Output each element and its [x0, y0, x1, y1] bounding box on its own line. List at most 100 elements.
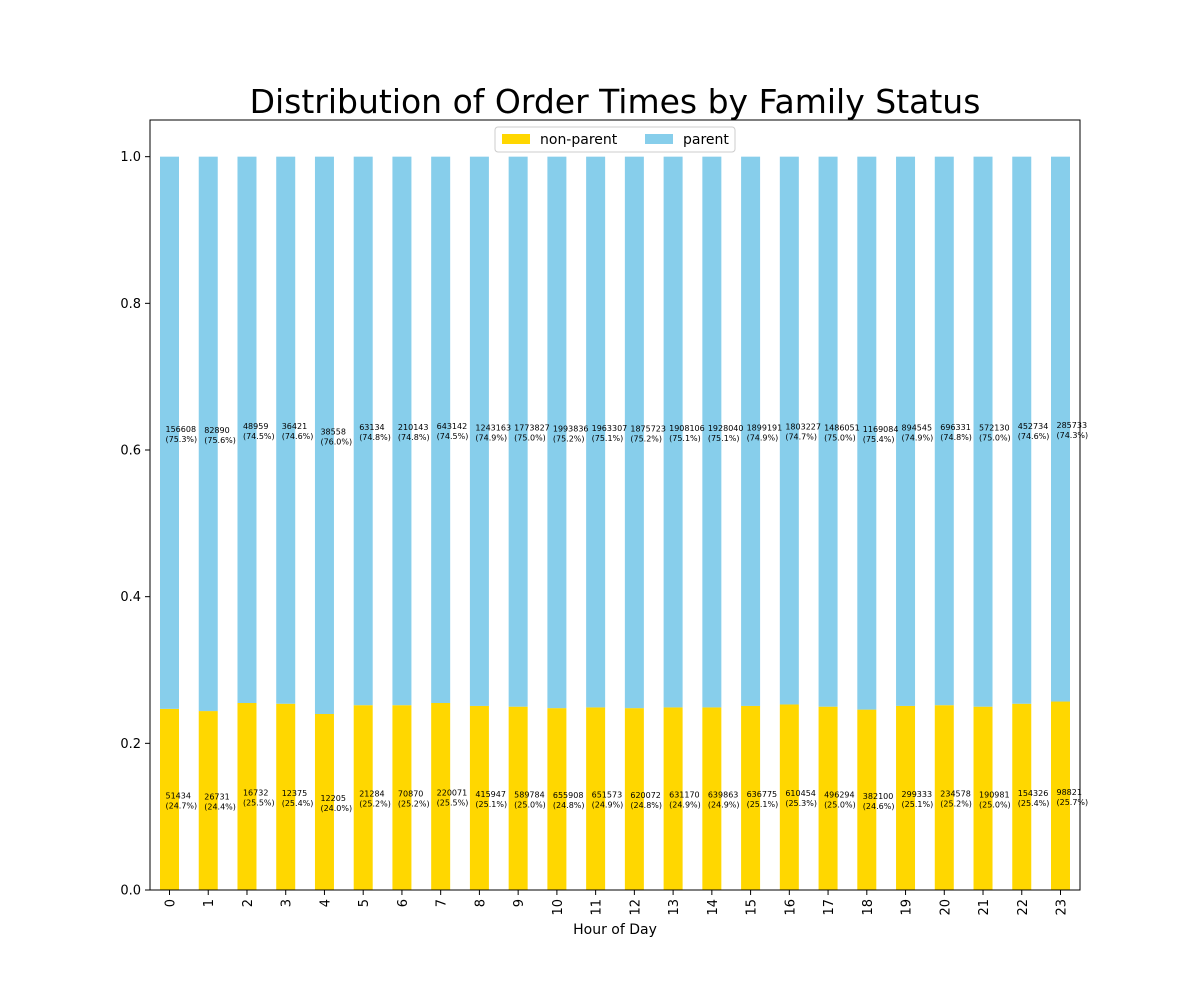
- data-label-parent-hour-7: 643142 (74.5%): [437, 422, 469, 441]
- data-label-parent-hour-17: 1486051 (75.0%): [824, 424, 860, 443]
- bar-parent-hour-10: [547, 156, 567, 709]
- bar-parent-hour-15: [741, 156, 761, 706]
- data-label-non-parent-hour-3: 12375 (25.4%): [282, 789, 314, 808]
- data-label-parent-hour-19: 894545 (74.9%): [902, 423, 934, 442]
- data-label-parent-hour-2: 48959 (74.5%): [243, 422, 275, 441]
- y-tick-label: 0.2: [120, 737, 141, 752]
- data-label-parent-hour-10: 1993836 (75.2%): [553, 424, 589, 443]
- data-label-parent-hour-11: 1963307 (75.1%): [592, 424, 628, 443]
- x-tick-label: 18: [861, 899, 876, 916]
- bars-layer: [160, 156, 1070, 890]
- bar-non-parent-hour-15: [741, 705, 761, 890]
- legend-label-non-parent: non-parent: [540, 132, 618, 148]
- bar-non-parent-hour-19: [896, 705, 916, 890]
- bar-non-parent-hour-1: [198, 711, 218, 890]
- x-axis: 0 1 2 3 4 5 6 7 8 9 10 11 12 13 14 15 16 17 18 19 20 21 22 23: [164, 890, 1070, 916]
- bar-non-parent-hour-23: [1051, 701, 1070, 890]
- data-label-parent-hour-0: 156608 (75.3%): [166, 425, 198, 444]
- data-label-non-parent-hour-18: 382100 (24.6%): [863, 792, 895, 811]
- bar-non-parent-hour-0: [160, 708, 179, 890]
- bar-parent-hour-12: [624, 156, 644, 709]
- data-label-non-parent-hour-0: 51434 (24.7%): [166, 791, 198, 810]
- bar-parent-hour-20: [934, 156, 954, 706]
- x-tick-label: 0: [164, 899, 179, 907]
- bar-non-parent-hour-18: [857, 709, 877, 890]
- data-label-non-parent-hour-6: 70870 (25.2%): [398, 790, 430, 809]
- data-label-non-parent-hour-9: 589784 (25.0%): [514, 790, 546, 809]
- data-label-non-parent-hour-17: 496294 (25.0%): [824, 790, 856, 809]
- x-tick-label: 15: [745, 899, 760, 916]
- data-label-parent-hour-3: 36421 (74.6%): [282, 422, 314, 441]
- chart-title: Distribution of Order Times by Family St…: [250, 82, 981, 121]
- data-label-non-parent-hour-8: 415947 (25.1%): [475, 790, 507, 809]
- data-label-parent-hour-13: 1908106 (75.1%): [669, 424, 705, 443]
- x-tick-label: 1: [202, 899, 217, 907]
- x-tick-label: 12: [628, 899, 643, 916]
- bar-non-parent-hour-3: [276, 703, 296, 890]
- bar-parent-hour-11: [586, 156, 606, 708]
- data-label-parent-hour-16: 1803227 (74.7%): [785, 423, 821, 442]
- data-label-non-parent-hour-11: 651573 (24.9%): [592, 791, 624, 810]
- data-label-non-parent-hour-5: 21284 (25.2%): [359, 790, 391, 809]
- data-label-parent-hour-21: 572130 (75.0%): [979, 424, 1011, 443]
- bar-non-parent-hour-4: [314, 714, 334, 890]
- legend-swatch-parent: [645, 134, 673, 144]
- data-label-parent-hour-15: 1899191 (74.9%): [747, 423, 783, 442]
- bar-non-parent-hour-5: [353, 705, 373, 890]
- bar-parent-hour-6: [392, 156, 412, 706]
- x-tick-label: 6: [396, 899, 411, 907]
- bar-parent-hour-9: [508, 156, 528, 707]
- x-tick-label: 13: [667, 899, 682, 916]
- bar-non-parent-hour-20: [934, 705, 954, 890]
- bar-parent-hour-22: [1012, 156, 1032, 704]
- bar-non-parent-hour-21: [973, 706, 993, 890]
- bar-non-parent-hour-8: [469, 705, 489, 890]
- bar-non-parent-hour-9: [508, 706, 528, 890]
- bar-non-parent-hour-13: [663, 707, 683, 890]
- x-tick-label: 10: [551, 899, 566, 916]
- bar-parent-hour-0: [160, 156, 179, 709]
- bar-non-parent-hour-7: [431, 703, 451, 890]
- data-label-non-parent-hour-16: 610454 (25.3%): [785, 789, 817, 808]
- data-label-parent-hour-4: 38558 (76.0%): [320, 427, 352, 446]
- x-tick-label: 11: [590, 899, 605, 916]
- bar-parent-hour-3: [276, 156, 296, 704]
- x-tick-label: 20: [938, 899, 953, 916]
- data-label-parent-hour-5: 63134 (74.8%): [359, 423, 391, 442]
- bar-non-parent-hour-2: [237, 703, 257, 890]
- bar-non-parent-hour-6: [392, 705, 412, 890]
- x-tick-label: 17: [822, 899, 837, 916]
- plot-frame: [149, 119, 1081, 891]
- data-labels-layer: 51434 (24.7%) 156608 (75.3%) 26731 (24.4%) 828…: [166, 421, 1089, 813]
- bar-non-parent-hour-12: [624, 708, 644, 890]
- data-label-non-parent-hour-15: 636775 (25.1%): [747, 790, 779, 809]
- data-label-parent-hour-23: 285733 (74.3%): [1057, 421, 1089, 440]
- legend: non-parent parent: [494, 126, 736, 153]
- y-tick-label: 0.8: [120, 297, 141, 312]
- bar-parent-hour-4: [314, 156, 334, 715]
- bar-non-parent-hour-10: [547, 708, 567, 890]
- data-label-non-parent-hour-14: 639863 (24.9%): [708, 791, 740, 810]
- data-label-non-parent-hour-22: 154326 (25.4%): [1018, 789, 1050, 808]
- data-label-non-parent-hour-23: 98821 (25.7%): [1057, 788, 1089, 807]
- bar-non-parent-hour-22: [1012, 703, 1032, 890]
- x-tick-label: 7: [435, 899, 450, 907]
- bar-non-parent-hour-16: [779, 704, 799, 890]
- y-tick-label: 0.6: [120, 444, 141, 459]
- bar-parent-hour-18: [857, 156, 877, 710]
- x-tick-label: 23: [1055, 899, 1070, 916]
- x-tick-label: 9: [512, 899, 527, 907]
- bar-parent-hour-14: [702, 156, 722, 708]
- x-tick-label: 16: [783, 899, 798, 916]
- legend-frame: [494, 126, 736, 153]
- x-tick-label: 21: [977, 899, 992, 916]
- y-axis: 0.0 0.2 0.4 0.6 0.8 1.0: [120, 150, 150, 899]
- x-tick-label: 2: [241, 899, 256, 907]
- bar-parent-hour-7: [431, 156, 451, 704]
- x-tick-label: 4: [318, 899, 333, 907]
- bar-parent-hour-8: [469, 156, 489, 706]
- y-tick-label: 0.0: [120, 884, 141, 899]
- bar-non-parent-hour-11: [586, 707, 606, 890]
- bar-parent-hour-2: [237, 156, 257, 704]
